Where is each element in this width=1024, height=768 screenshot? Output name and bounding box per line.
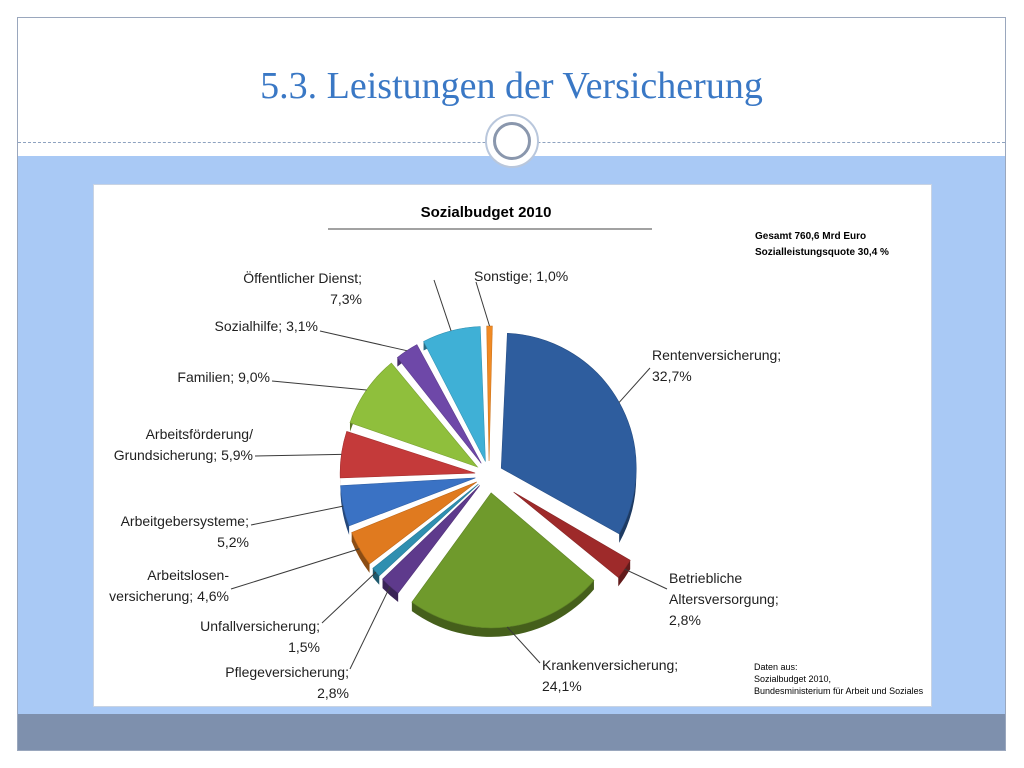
- pie-slice: [340, 477, 476, 527]
- leader-line: [433, 279, 452, 332]
- chart-title: Sozialbudget 2010: [421, 204, 552, 221]
- ornament-ring: [493, 122, 531, 160]
- leader-line: [624, 568, 668, 590]
- slice-label: Familien; 9,0%: [177, 369, 270, 385]
- slice-label: Rentenversicherung; 32,7%: [652, 347, 781, 384]
- chart-summary-line: Sozialleistungsquote 30,4 %: [755, 247, 889, 258]
- leader-line: [618, 367, 651, 403]
- slice-label: Betriebliche Altersversorgung; 2,8%: [669, 570, 779, 628]
- slice-label: Unfallversicherung; 1,5%: [200, 618, 320, 655]
- leader-line: [319, 330, 407, 352]
- leader-line: [271, 380, 367, 391]
- slice-label: Pflegeversicherung; 2,8%: [225, 664, 349, 701]
- chart-source-line: Sozialbudget 2010,: [754, 674, 831, 684]
- footer-band: [18, 714, 1005, 750]
- pie-slice: [486, 325, 493, 462]
- leader-line: [321, 571, 377, 624]
- pie-slice: [372, 483, 479, 577]
- pie-slice-side: [382, 579, 399, 603]
- pie-slice: [339, 431, 476, 479]
- pie-slice: [423, 326, 486, 462]
- pie-slice: [500, 333, 637, 535]
- chart-summary-line: Gesamt 760,6 Mrd Euro: [755, 231, 866, 242]
- slice-label: Arbeitgebersysteme; 5,2%: [121, 513, 249, 550]
- pie-slice-side: [411, 580, 594, 637]
- pie-slice-side: [340, 485, 350, 535]
- pie-slice-side: [618, 560, 631, 587]
- slide-frame: 5.3. Leistungen der Versicherung Sozialb…: [17, 17, 1006, 751]
- pie-chart: Sozialbudget 2010 Gesamt 760,6 Mrd Euro So…: [109, 204, 924, 701]
- pie-slice-side: [372, 568, 380, 585]
- pie-slice: [411, 492, 595, 629]
- leader-line: [230, 548, 360, 590]
- slide-title: 5.3. Leistungen der Versicherung: [260, 65, 763, 107]
- slice-label: Sonstige; 1,0%: [474, 268, 568, 284]
- leader-line: [349, 586, 391, 670]
- leader-line: [506, 626, 541, 664]
- slice-label: Arbeitslosen-versicherung; 4,6%: [109, 567, 229, 604]
- circle-ornament-icon: [485, 114, 539, 168]
- chart-source-line: Daten aus:: [754, 662, 798, 672]
- leader-line: [250, 505, 344, 526]
- chart-panel: Sozialbudget 2010 Gesamt 760,6 Mrd Euro So…: [93, 184, 932, 707]
- leader-line: [475, 281, 490, 327]
- chart-source-line: Bundesministerium für Arbeit und Soziale…: [754, 686, 924, 696]
- leader-line: [254, 453, 342, 457]
- slice-label: Sozialhilfe; 3,1%: [214, 318, 318, 334]
- slice-label: Krankenversicherung; 24,1%: [542, 657, 678, 694]
- pie-slice: [351, 481, 478, 565]
- pie-slice: [349, 362, 479, 468]
- slice-label: Öffentlicher Dienst; 7,3%: [243, 269, 362, 307]
- slice-label: Arbeitsförderung/Grundsicherung; 5,9%: [114, 426, 253, 463]
